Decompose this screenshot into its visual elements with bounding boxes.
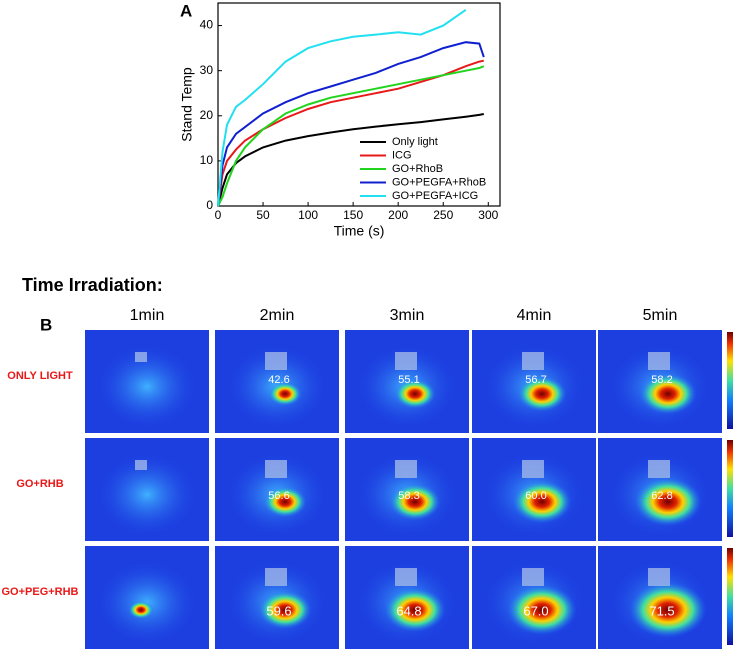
temperature-label: 55.1 xyxy=(398,374,419,386)
x-tick-label: 50 xyxy=(256,208,270,222)
roi-box xyxy=(522,352,544,370)
hot-spot xyxy=(389,483,441,521)
data-line xyxy=(217,41,485,207)
roi-box xyxy=(648,460,670,478)
hot-spot xyxy=(629,582,707,638)
y-tick-label: 0 xyxy=(206,198,213,212)
hot-spot xyxy=(639,373,697,415)
color-scale xyxy=(727,548,733,645)
temperature-label: 71.5 xyxy=(649,603,674,618)
data-line xyxy=(217,59,484,207)
y-tick-label: 20 xyxy=(200,108,214,122)
legend-label: GO+RhoB xyxy=(392,163,443,175)
panel-label: B xyxy=(40,315,52,334)
x-tick-label: 200 xyxy=(388,208,408,222)
hot-spot xyxy=(268,381,302,406)
temperature-label: 58.3 xyxy=(398,490,419,502)
y-axis-title: Stand Temp xyxy=(179,67,195,142)
roi-box xyxy=(135,352,147,362)
hot-spot xyxy=(128,600,154,619)
temperature-label: 56.6 xyxy=(268,490,289,502)
hot-spot xyxy=(507,585,577,635)
roi-box xyxy=(395,460,417,478)
column-header: 5min xyxy=(643,307,678,324)
legend-label: Only light xyxy=(392,136,438,148)
x-tick-label: 250 xyxy=(433,208,453,222)
legend-label: GO+PEGFA+RhoB xyxy=(392,176,486,188)
column-header: 1min xyxy=(130,307,165,324)
roi-box xyxy=(135,460,147,470)
roi-box xyxy=(265,568,287,586)
temperature-label: 64.8 xyxy=(396,603,421,618)
roi-box xyxy=(395,568,417,586)
legend-label: GO+PEGFA+ICG xyxy=(392,190,478,202)
roi-box xyxy=(522,568,544,586)
color-scale xyxy=(727,440,733,537)
row-label: ONLY LIGHT xyxy=(7,370,73,382)
hot-spot xyxy=(263,486,307,518)
hot-spot xyxy=(512,480,572,524)
section-title: Time Irradiation: xyxy=(22,275,163,295)
y-tick-label: 10 xyxy=(200,153,214,167)
data-line xyxy=(217,8,467,207)
y-tick-label: 30 xyxy=(200,63,214,77)
data-line xyxy=(217,65,485,207)
roi-box xyxy=(265,460,287,478)
row-label: GO+RHB xyxy=(16,478,63,490)
mouse-body xyxy=(99,454,195,535)
temperature-label: 42.6 xyxy=(268,374,289,386)
hot-spot xyxy=(258,590,312,629)
roi-box xyxy=(265,352,287,370)
legend-label: ICG xyxy=(392,149,412,161)
x-tick-label: 0 xyxy=(215,208,222,222)
x-axis-title: Time (s) xyxy=(334,223,385,239)
temperature-label: 60.0 xyxy=(525,490,546,502)
plot-frame xyxy=(217,2,501,207)
x-tick-label: 300 xyxy=(478,208,498,222)
roi-box xyxy=(395,352,417,370)
mouse-body xyxy=(99,346,195,427)
y-tick-label: 40 xyxy=(200,18,214,32)
temperature-label: 62.8 xyxy=(651,490,672,502)
hot-spot xyxy=(517,376,567,412)
roi-box xyxy=(522,460,544,478)
x-tick-label: 150 xyxy=(343,208,363,222)
panel-label: A xyxy=(180,1,192,20)
temperature-label: 67.0 xyxy=(523,603,548,618)
hot-spot xyxy=(394,379,436,409)
roi-box xyxy=(648,568,670,586)
row-label: GO+PEG+RHB xyxy=(1,586,78,598)
hot-spot xyxy=(634,477,702,526)
temperature-label: 59.6 xyxy=(266,603,291,618)
roi-box xyxy=(648,352,670,370)
temperature-label: 58.2 xyxy=(651,374,672,386)
x-tick-label: 100 xyxy=(298,208,318,222)
column-header: 2min xyxy=(260,307,295,324)
hot-spot xyxy=(384,587,446,632)
color-scale xyxy=(727,332,733,429)
column-header: 4min xyxy=(517,307,552,324)
temperature-label: 56.7 xyxy=(525,374,546,386)
column-header: 3min xyxy=(390,307,425,324)
